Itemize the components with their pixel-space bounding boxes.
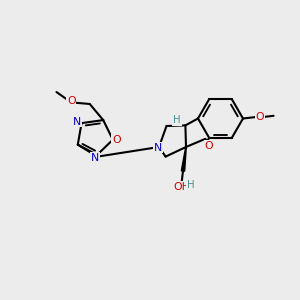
Polygon shape [182,147,186,171]
Text: O: O [205,141,213,151]
Text: N: N [73,117,82,127]
Text: H: H [173,115,181,125]
Text: O: O [112,135,121,145]
Text: N: N [154,142,163,153]
Text: OH: OH [173,182,190,192]
Text: N: N [91,153,99,163]
Text: O: O [256,112,264,122]
Text: H: H [187,180,195,190]
Text: O: O [67,97,76,106]
